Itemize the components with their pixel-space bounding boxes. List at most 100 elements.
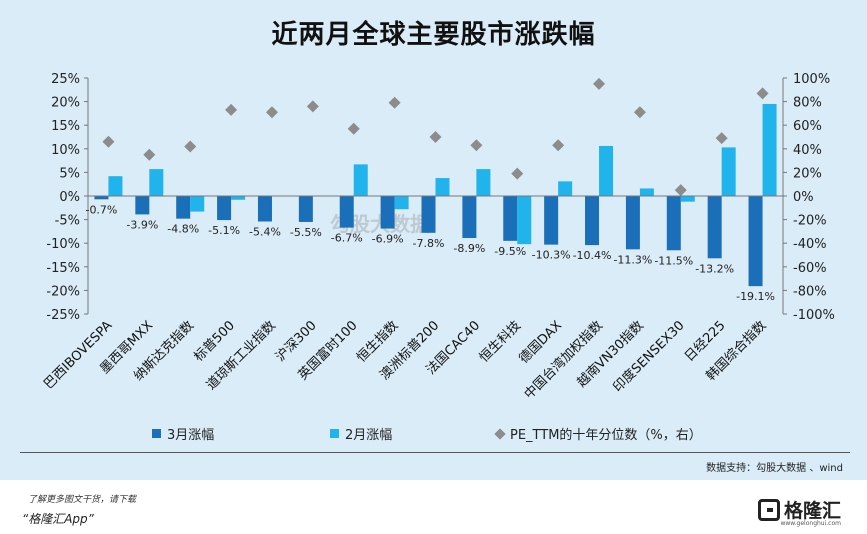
marker-pe bbox=[225, 103, 238, 116]
data-label-march: -5.5% bbox=[290, 226, 322, 239]
legend: 3月涨幅 2月涨幅 PE_TTM的十年分位数（%，右） bbox=[0, 424, 867, 444]
marker-pe bbox=[511, 167, 524, 180]
data-label-march: -6.9% bbox=[372, 233, 404, 246]
logo-url: www.gelonghui.com bbox=[780, 520, 841, 527]
y-left-tick-label: -20% bbox=[46, 284, 80, 299]
legend-label-pe: PE_TTM的十年分位数（%，右） bbox=[510, 428, 702, 443]
y-left-tick-label: 25% bbox=[51, 72, 80, 87]
source-divider bbox=[20, 452, 850, 453]
legend-swatch-march bbox=[152, 429, 161, 438]
y-right-tick-label: 40% bbox=[793, 143, 822, 158]
bar-february bbox=[435, 178, 450, 196]
y-left-tick-label: -10% bbox=[46, 237, 80, 252]
bar-february bbox=[394, 196, 409, 210]
data-source: 数据支持：勾股大数据 、wind bbox=[706, 463, 843, 474]
footer-app-name: “格隆汇App” bbox=[22, 512, 94, 526]
y-left-tick-label: 15% bbox=[51, 119, 80, 134]
marker-pe bbox=[184, 140, 197, 153]
bar-february bbox=[517, 196, 532, 245]
y-right-tick-label: 60% bbox=[793, 119, 822, 134]
legend-label-march: 3月涨幅 bbox=[167, 428, 215, 443]
marker-pe bbox=[674, 184, 687, 197]
data-label-march: -10.4% bbox=[573, 249, 612, 262]
bar-march bbox=[380, 196, 395, 229]
bar-february bbox=[353, 164, 368, 196]
bar-february bbox=[680, 196, 695, 202]
data-label-march: -9.5% bbox=[494, 245, 526, 258]
marker-pe bbox=[470, 139, 483, 152]
data-label-march: -11.3% bbox=[613, 253, 652, 266]
data-label-march: -11.5% bbox=[654, 254, 693, 267]
y-left-tick-label: -25% bbox=[46, 308, 80, 323]
data-label-march: -10.3% bbox=[532, 249, 571, 262]
bar-chart: 25% 20% 15% 10% 5% 0% -5% -10% -15% -20% -25% 100% 8… bbox=[41, 72, 835, 402]
bar-february bbox=[476, 169, 491, 196]
chart-title: 近两月全球主要股市涨跌幅 bbox=[271, 20, 596, 50]
bar-march bbox=[585, 196, 600, 246]
y-right-tick-label: -20% bbox=[793, 214, 827, 229]
y-right-tick-label: -80% bbox=[793, 284, 827, 299]
y-right-tick-label: 20% bbox=[793, 166, 822, 181]
bar-february bbox=[231, 196, 246, 200]
footer-promo: 了解更多图文干货，请下载 bbox=[28, 495, 137, 505]
y-left-tick-label: 5% bbox=[59, 166, 80, 181]
bar-february bbox=[721, 147, 736, 196]
marker-pe bbox=[633, 106, 646, 119]
data-label-march: -5.4% bbox=[249, 225, 281, 238]
marker-pe bbox=[429, 131, 442, 143]
marker-pe bbox=[143, 148, 156, 161]
y-left-tick-label: 0% bbox=[59, 190, 80, 205]
data-label-march: -19.1% bbox=[736, 290, 775, 303]
bar-march bbox=[707, 196, 722, 259]
brand-logo: 格隆汇 bbox=[757, 496, 841, 523]
legend-label-february: 2月涨幅 bbox=[345, 428, 393, 443]
data-label-march: -3.9% bbox=[126, 218, 158, 231]
diamond-icon bbox=[494, 427, 506, 440]
y-left-tick-label: -5% bbox=[55, 214, 80, 229]
marker-pe bbox=[715, 132, 728, 145]
data-label-march: -6.7% bbox=[331, 232, 363, 245]
x-tick-label: 恒生科技 bbox=[477, 318, 524, 365]
data-label-march: -4.8% bbox=[167, 223, 199, 236]
marker-pe bbox=[347, 122, 360, 135]
bar-march bbox=[503, 196, 518, 241]
marker-pe bbox=[102, 135, 115, 148]
data-label-march: -13.2% bbox=[695, 262, 734, 275]
bar-march bbox=[462, 196, 477, 239]
marker-pe bbox=[593, 77, 606, 90]
bar-march bbox=[748, 196, 763, 287]
marker-pe bbox=[552, 139, 565, 152]
y-left-tick-label: 10% bbox=[51, 143, 80, 158]
data-label-march: -7.8% bbox=[413, 237, 445, 250]
legend-item-march: 3月涨幅 bbox=[152, 424, 214, 443]
y-left-tick-label: -15% bbox=[46, 261, 80, 276]
bar-march bbox=[176, 196, 191, 219]
bar-march bbox=[217, 196, 232, 221]
bar-march bbox=[135, 196, 150, 215]
bar-march bbox=[94, 196, 109, 200]
marker-pe bbox=[306, 100, 319, 113]
data-label-march: -0.7% bbox=[85, 203, 117, 216]
chart-panel bbox=[0, 0, 867, 480]
bar-march bbox=[339, 196, 354, 228]
x-tick-label: 巴西IBOVESPA bbox=[41, 318, 115, 392]
bar-february bbox=[190, 196, 205, 212]
y-right-tick-label: -60% bbox=[793, 261, 827, 276]
legend-swatch-february bbox=[330, 429, 339, 438]
data-label-march: -8.9% bbox=[453, 242, 485, 255]
y-right-tick-label: 0% bbox=[793, 190, 814, 205]
bar-february bbox=[108, 176, 123, 196]
bar-february bbox=[149, 169, 164, 196]
marker-pe bbox=[756, 87, 769, 100]
legend-item-february: 2月涨幅 bbox=[330, 424, 392, 443]
bar-february bbox=[558, 181, 573, 196]
y-left-tick-label: 20% bbox=[51, 96, 80, 111]
y-right-tick-label: -100% bbox=[793, 308, 835, 323]
bar-march bbox=[298, 196, 313, 222]
bar-february bbox=[639, 188, 654, 196]
bar-march bbox=[666, 196, 681, 251]
bar-march bbox=[421, 196, 436, 233]
marker-pe bbox=[265, 106, 278, 119]
logo-text: 格隆汇 bbox=[783, 500, 841, 522]
bar-march bbox=[625, 196, 640, 250]
